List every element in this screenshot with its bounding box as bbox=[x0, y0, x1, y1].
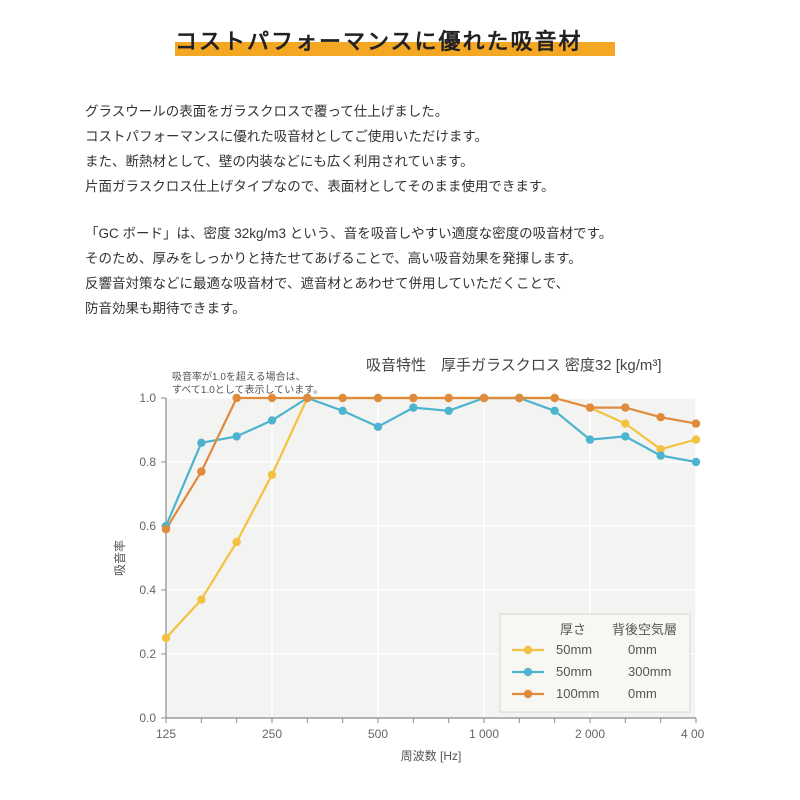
svg-text:2 000: 2 000 bbox=[575, 727, 605, 741]
para-line: コストパフォーマンスに優れた吸音材としてご使用いただけます。 bbox=[85, 125, 725, 150]
para-line: グラスウールの表面をガラスクロスで覆って仕上げました。 bbox=[85, 100, 725, 125]
absorption-chart: 0.0 0.2 0.4 0.6 0.8 1.0 125 250 500 1 000 2 000 4 0… bbox=[96, 340, 704, 780]
svg-text:0mm: 0mm bbox=[628, 686, 657, 701]
svg-text:1.0: 1.0 bbox=[139, 391, 156, 405]
para-line: また、断熱材として、壁の内装などにも広く利用されています。 bbox=[85, 150, 725, 175]
svg-text:吸音率が1.0を超える場合は、: 吸音率が1.0を超える場合は、 bbox=[172, 370, 306, 383]
svg-text:1 000: 1 000 bbox=[469, 727, 499, 741]
page-title-wrap: コストパフォーマンスに優れた吸音材 bbox=[175, 24, 583, 56]
svg-text:500: 500 bbox=[368, 727, 388, 741]
svg-text:4 000: 4 000 bbox=[681, 727, 704, 741]
svg-text:100mm: 100mm bbox=[556, 686, 599, 701]
svg-text:50mm: 50mm bbox=[556, 642, 592, 657]
para-line: 片面ガラスクロス仕上げタイプなので、表面材としてそのまま使用できます。 bbox=[85, 175, 725, 200]
svg-text:吸音特性 厚手ガラスクロス 密度32 [kg/m³]: 吸音特性 厚手ガラスクロス 密度32 [kg/m³] bbox=[366, 357, 662, 374]
para-line: 「GC ボード」は、密度 32kg/m3 という、音を吸音しやすい適度な密度の吸… bbox=[85, 222, 725, 247]
svg-text:背後空気層: 背後空気層 bbox=[612, 622, 677, 637]
svg-text:250: 250 bbox=[262, 727, 282, 741]
svg-text:125: 125 bbox=[156, 727, 176, 741]
para-line: 防音効果も期待できます。 bbox=[85, 297, 725, 322]
svg-text:0mm: 0mm bbox=[628, 642, 657, 657]
svg-text:周波数 [Hz]: 周波数 [Hz] bbox=[401, 748, 462, 763]
body-copy: グラスウールの表面をガラスクロスで覆って仕上げました。 コストパフォーマンスに優… bbox=[85, 100, 725, 322]
svg-text:50mm: 50mm bbox=[556, 664, 592, 679]
svg-text:すべて1.0として表示しています。: すべて1.0として表示しています。 bbox=[172, 383, 323, 396]
svg-text:吸音率: 吸音率 bbox=[112, 540, 127, 576]
page-title: コストパフォーマンスに優れた吸音材 bbox=[175, 24, 583, 56]
svg-text:0.4: 0.4 bbox=[139, 583, 156, 597]
svg-text:厚さ: 厚さ bbox=[560, 622, 586, 637]
svg-text:0.6: 0.6 bbox=[139, 519, 156, 533]
svg-text:300mm: 300mm bbox=[628, 664, 671, 679]
svg-text:0.2: 0.2 bbox=[139, 647, 156, 661]
para-line: そのため、厚みをしっかりと持たせてあげることで、高い吸音効果を発揮します。 bbox=[85, 247, 725, 272]
para-line: 反響音対策などに最適な吸音材で、遮音材とあわせて併用していただくことで、 bbox=[85, 272, 725, 297]
svg-text:0.0: 0.0 bbox=[139, 711, 156, 725]
svg-text:0.8: 0.8 bbox=[139, 455, 156, 469]
